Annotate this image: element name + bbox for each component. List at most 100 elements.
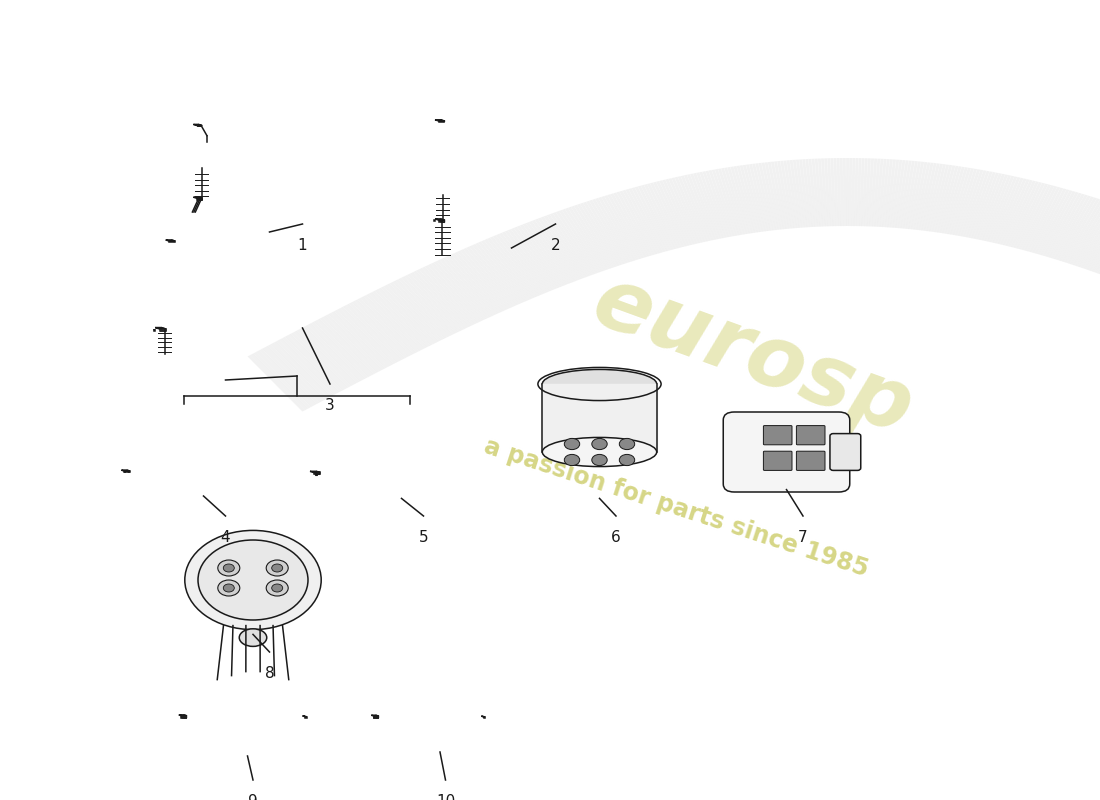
Polygon shape [1046, 194, 1085, 258]
Polygon shape [911, 162, 927, 230]
Polygon shape [366, 294, 422, 351]
Polygon shape [498, 233, 548, 294]
Polygon shape [299, 328, 356, 385]
Polygon shape [893, 160, 905, 228]
Ellipse shape [542, 438, 657, 466]
Polygon shape [712, 170, 736, 236]
Polygon shape [1016, 184, 1052, 249]
Polygon shape [932, 165, 953, 232]
Polygon shape [326, 314, 383, 371]
Polygon shape [297, 330, 354, 386]
Polygon shape [1065, 200, 1100, 263]
Polygon shape [329, 313, 385, 370]
Polygon shape [768, 162, 783, 230]
Polygon shape [370, 292, 425, 350]
Polygon shape [349, 302, 405, 360]
Polygon shape [635, 186, 670, 251]
Polygon shape [441, 219, 444, 222]
Polygon shape [827, 158, 834, 226]
Text: 1: 1 [298, 238, 307, 254]
Polygon shape [662, 179, 694, 245]
Circle shape [223, 564, 234, 572]
Polygon shape [681, 175, 710, 242]
Polygon shape [906, 162, 921, 229]
Polygon shape [786, 160, 800, 228]
Circle shape [223, 584, 234, 592]
Polygon shape [535, 218, 581, 280]
Text: eurosp: eurosp [582, 260, 925, 452]
Polygon shape [592, 199, 632, 262]
Polygon shape [954, 169, 977, 235]
Polygon shape [541, 217, 586, 278]
Polygon shape [305, 717, 307, 718]
Circle shape [218, 560, 240, 576]
Polygon shape [1060, 198, 1100, 262]
Polygon shape [802, 159, 813, 227]
Polygon shape [308, 323, 365, 380]
Polygon shape [727, 167, 749, 234]
Circle shape [198, 540, 308, 620]
Polygon shape [758, 163, 776, 230]
Polygon shape [657, 181, 689, 246]
Polygon shape [688, 174, 715, 240]
Polygon shape [531, 220, 578, 282]
Polygon shape [526, 222, 572, 283]
Polygon shape [248, 355, 306, 411]
Circle shape [592, 454, 607, 466]
Polygon shape [650, 182, 683, 247]
Polygon shape [1027, 188, 1064, 252]
Polygon shape [614, 193, 651, 256]
Polygon shape [924, 164, 943, 231]
Polygon shape [1052, 195, 1091, 259]
Polygon shape [376, 715, 378, 718]
Polygon shape [433, 261, 486, 320]
Polygon shape [508, 229, 556, 290]
Polygon shape [796, 159, 807, 227]
Polygon shape [943, 166, 965, 234]
Polygon shape [886, 159, 896, 227]
Polygon shape [155, 327, 166, 329]
Polygon shape [937, 166, 958, 233]
Polygon shape [126, 470, 130, 472]
Polygon shape [888, 160, 899, 227]
Polygon shape [783, 161, 796, 228]
Polygon shape [916, 162, 934, 230]
Polygon shape [653, 182, 686, 247]
Polygon shape [746, 164, 766, 232]
Polygon shape [285, 335, 342, 392]
Polygon shape [940, 166, 961, 234]
Polygon shape [437, 260, 490, 318]
Polygon shape [598, 197, 638, 261]
Polygon shape [481, 240, 531, 300]
Polygon shape [693, 173, 720, 239]
Polygon shape [980, 174, 1008, 240]
FancyBboxPatch shape [796, 426, 825, 445]
Polygon shape [903, 161, 917, 229]
Polygon shape [977, 174, 1005, 240]
Polygon shape [374, 716, 378, 718]
Polygon shape [522, 223, 570, 285]
Polygon shape [484, 239, 534, 299]
Polygon shape [846, 158, 849, 226]
Polygon shape [343, 306, 399, 362]
Polygon shape [1044, 193, 1081, 257]
FancyBboxPatch shape [763, 451, 792, 470]
Polygon shape [674, 177, 705, 242]
Text: 3: 3 [326, 398, 334, 414]
Circle shape [564, 438, 580, 450]
Polygon shape [1063, 199, 1100, 262]
Polygon shape [198, 125, 201, 126]
Polygon shape [877, 159, 887, 227]
Polygon shape [808, 159, 817, 227]
Polygon shape [475, 242, 526, 302]
Polygon shape [1003, 181, 1036, 246]
Polygon shape [389, 282, 444, 340]
Polygon shape [993, 178, 1023, 243]
Polygon shape [302, 326, 360, 383]
Polygon shape [771, 162, 786, 230]
Polygon shape [436, 120, 443, 121]
Polygon shape [583, 202, 624, 265]
Circle shape [592, 438, 607, 450]
Polygon shape [922, 163, 939, 230]
Polygon shape [930, 165, 949, 232]
